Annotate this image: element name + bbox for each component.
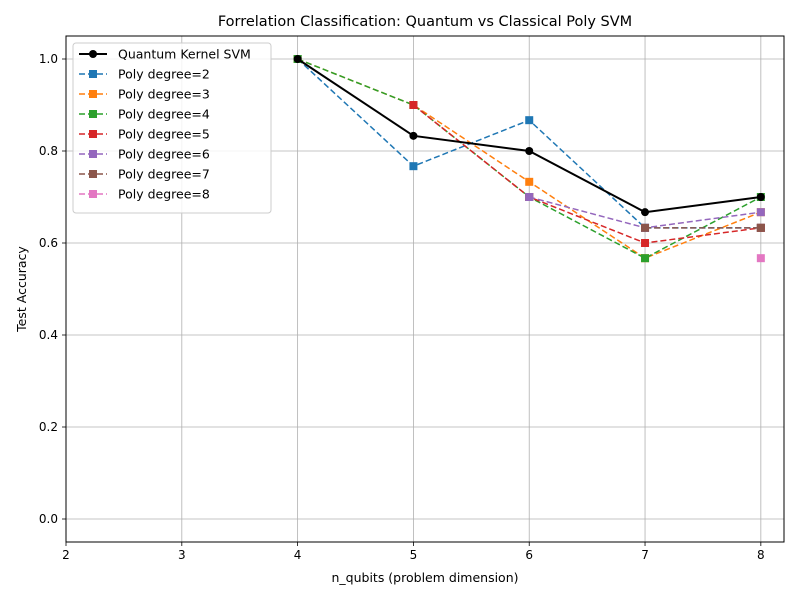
grid bbox=[65, 36, 784, 542]
legend-marker bbox=[89, 50, 97, 58]
x-axis-label: n_qubits (problem dimension) bbox=[331, 570, 518, 585]
data-point bbox=[409, 131, 418, 140]
x-tick-label: 4 bbox=[294, 548, 302, 562]
data-point bbox=[641, 223, 650, 232]
data-point bbox=[756, 193, 765, 201]
y-tick-label: 0.8 bbox=[39, 144, 58, 158]
data-point bbox=[409, 101, 418, 109]
data-point bbox=[756, 208, 765, 217]
legend-marker bbox=[89, 110, 97, 118]
legend-item-poly-degree-4: Poly degree=4 bbox=[79, 107, 210, 122]
data-point bbox=[641, 239, 650, 247]
series-quantum-kernel-svm bbox=[293, 55, 765, 217]
legend-marker bbox=[89, 90, 97, 98]
data-point bbox=[756, 223, 765, 232]
x-tick-label: 5 bbox=[410, 548, 418, 562]
legend-label: Quantum Kernel SVM bbox=[118, 47, 251, 62]
data-point bbox=[641, 254, 650, 263]
series-poly-degree-7 bbox=[641, 223, 765, 232]
series-line bbox=[412, 104, 761, 244]
legend-label: Poly degree=5 bbox=[118, 127, 210, 142]
data-point bbox=[641, 208, 650, 217]
y-axis-label: Test Accuracy bbox=[14, 246, 29, 333]
legend-box bbox=[72, 42, 272, 214]
legend-label: Poly degree=4 bbox=[118, 107, 210, 122]
y-tick-label: 0.0 bbox=[39, 512, 58, 526]
legend-item-quantum-kernel-svm: Quantum Kernel SVM bbox=[79, 47, 251, 62]
data-point bbox=[525, 193, 534, 201]
legend: Quantum Kernel SVM Poly degree=2 Poly degr… bbox=[72, 42, 272, 214]
legend-label: Poly degree=6 bbox=[118, 147, 210, 162]
legend-item-poly-degree-3: Poly degree=3 bbox=[79, 87, 210, 102]
data-point bbox=[525, 177, 534, 186]
legend-label: Poly degree=2 bbox=[118, 67, 210, 82]
y-tick-label: 0.2 bbox=[39, 420, 58, 434]
x-tick-label: 6 bbox=[525, 548, 533, 562]
legend-marker bbox=[89, 190, 97, 198]
data-point bbox=[525, 147, 534, 155]
legend-item-poly-degree-2: Poly degree=2 bbox=[79, 67, 210, 82]
legend-label: Poly degree=8 bbox=[118, 187, 210, 202]
data-point bbox=[409, 162, 418, 171]
y-tick-label: 1.0 bbox=[39, 52, 58, 66]
y-tick-label: 0.4 bbox=[39, 328, 58, 342]
legend-marker bbox=[89, 70, 97, 78]
data-point bbox=[525, 116, 534, 125]
legend-item-poly-degree-6: Poly degree=6 bbox=[79, 147, 210, 162]
legend-marker bbox=[89, 150, 97, 158]
axis-ticks: 2 3 4 5 6 7 8 0.0 0.2 0.4 0.6 0.8 1.0 bbox=[39, 52, 765, 562]
legend-item-poly-degree-5: Poly degree=5 bbox=[79, 127, 210, 142]
y-tick-label: 0.6 bbox=[39, 236, 58, 250]
x-tick-label: 3 bbox=[178, 548, 186, 562]
x-tick-label: 8 bbox=[757, 548, 765, 562]
data-point bbox=[293, 55, 302, 63]
data-point bbox=[756, 254, 765, 263]
chart-title: Forrelation Classification: Quantum vs C… bbox=[218, 14, 632, 30]
legend-label: Poly degree=3 bbox=[118, 87, 210, 102]
legend-item-poly-degree-8: Poly degree=8 bbox=[79, 187, 210, 202]
legend-marker bbox=[89, 170, 97, 178]
legend-label: Poly degree=7 bbox=[118, 167, 210, 182]
series-poly-degree-8 bbox=[756, 254, 765, 263]
legend-item-poly-degree-7: Poly degree=7 bbox=[79, 167, 210, 182]
series-layer bbox=[293, 55, 765, 263]
legend-marker bbox=[89, 130, 97, 138]
x-tick-label: 2 bbox=[62, 548, 70, 562]
plot-frame bbox=[65, 35, 785, 543]
x-tick-label: 7 bbox=[641, 548, 649, 562]
